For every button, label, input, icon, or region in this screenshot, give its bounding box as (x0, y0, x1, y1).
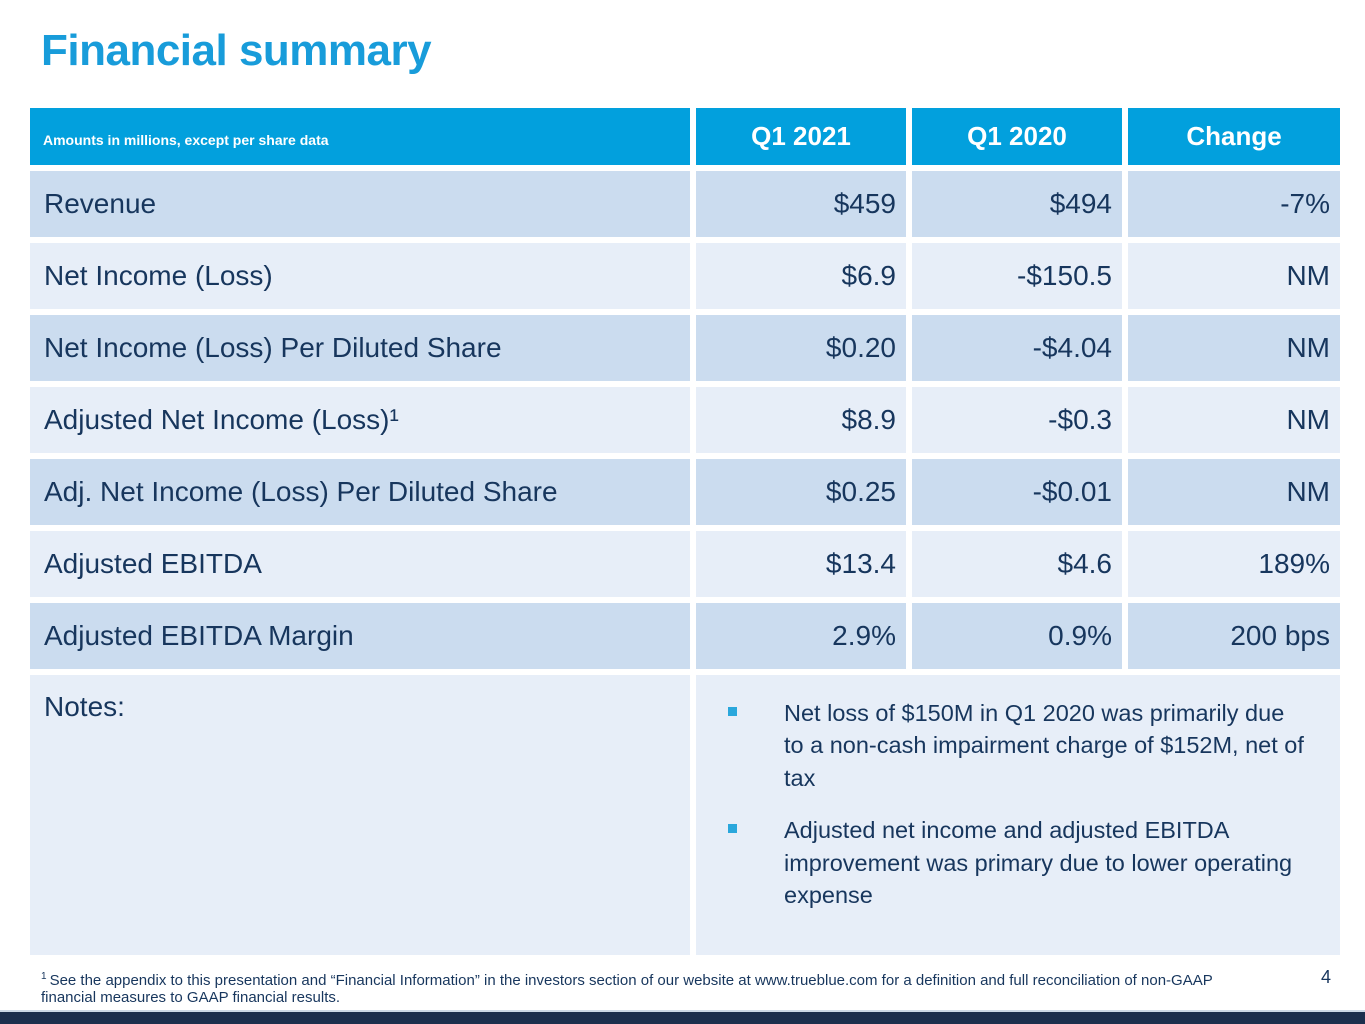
note-text: Adjusted net income and adjusted EBITDA … (784, 817, 1293, 909)
page-title: Financial summary (41, 26, 432, 75)
column-header-change: Change (1128, 108, 1340, 165)
cell-value: $6.9 (696, 243, 906, 309)
footnote-text: See the appendix to this presentation an… (41, 972, 1213, 1006)
cell-value: 2.9% (696, 603, 906, 669)
cell-value: $4.6 (912, 531, 1122, 597)
cell-value: NM (1128, 387, 1340, 453)
notes-label: Notes: (30, 675, 690, 955)
square-bullet-icon (728, 707, 737, 716)
column-header-q1-2020: Q1 2020 (912, 108, 1122, 165)
column-header-q1-2021: Q1 2021 (696, 108, 906, 165)
cell-value: $13.4 (696, 531, 906, 597)
cell-value: -$0.3 (912, 387, 1122, 453)
note-bullet-item: Net loss of $150M in Q1 2020 was primari… (728, 697, 1304, 794)
cell-value: NM (1128, 459, 1340, 525)
footnote-marker: 1 (41, 971, 47, 982)
cell-value: 200 bps (1128, 603, 1340, 669)
cell-value: -$4.04 (912, 315, 1122, 381)
cell-value: NM (1128, 315, 1340, 381)
row-label-adjusted-ebitda-margin: Adjusted EBITDA Margin (30, 603, 690, 669)
cell-value: $0.25 (696, 459, 906, 525)
note-text: Net loss of $150M in Q1 2020 was primari… (784, 700, 1304, 791)
cell-value: $459 (696, 171, 906, 237)
row-label-adjusted-net-income: Adjusted Net Income (Loss)¹ (30, 387, 690, 453)
square-bullet-icon (728, 824, 737, 834)
cell-value: $494 (912, 171, 1122, 237)
row-label-revenue: Revenue (30, 171, 690, 237)
cell-value: 189% (1128, 531, 1340, 597)
notes-cell: Net loss of $150M in Q1 2020 was primari… (696, 675, 1340, 955)
cell-value: $0.20 (696, 315, 906, 381)
bottom-accent-line (0, 1010, 1365, 1012)
bottom-bar (0, 1012, 1365, 1024)
row-label-adj-net-income-per-diluted-share: Adj. Net Income (Loss) Per Diluted Share (30, 459, 690, 525)
cell-value: -$0.01 (912, 459, 1122, 525)
row-label-net-income-per-diluted-share: Net Income (Loss) Per Diluted Share (30, 315, 690, 381)
cell-value: -7% (1128, 171, 1340, 237)
page-number: 4 (1320, 967, 1331, 987)
table-caption: Amounts in millions, except per share da… (30, 108, 690, 165)
footnote: 1 See the appendix to this presentation a… (41, 971, 1271, 1006)
cell-value: $8.9 (696, 387, 906, 453)
row-label-adjusted-ebitda: Adjusted EBITDA (30, 531, 690, 597)
row-label-net-income: Net Income (Loss) (30, 243, 690, 309)
cell-value: 0.9% (912, 603, 1122, 669)
note-bullet-item: Adjusted net income and adjusted EBITDA … (728, 814, 1304, 911)
financial-summary-table: Amounts in millions, except per share da… (30, 108, 1340, 955)
cell-value: -$150.5 (912, 243, 1122, 309)
cell-value: NM (1128, 243, 1340, 309)
